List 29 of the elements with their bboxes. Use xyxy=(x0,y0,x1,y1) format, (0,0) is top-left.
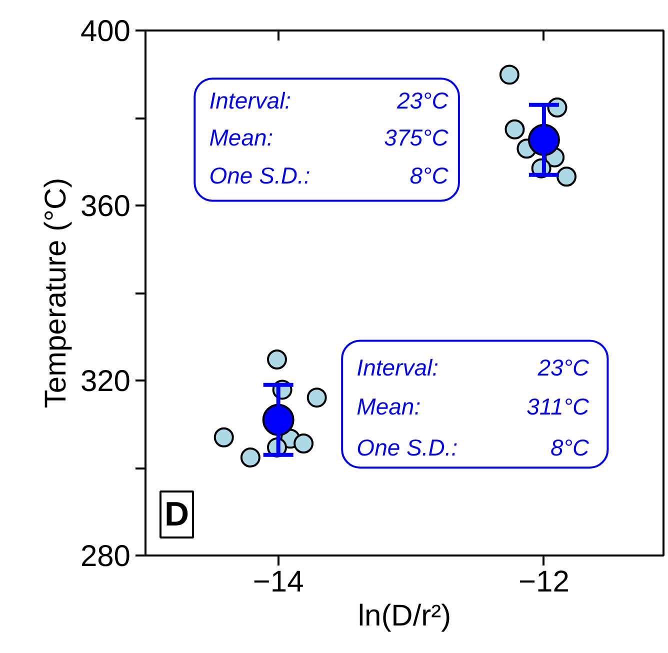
y-tick-label: 280 xyxy=(80,540,131,573)
annotation: One S.D.: xyxy=(209,162,310,188)
y-axis-title: Temperature (°C) xyxy=(39,178,72,408)
point xyxy=(499,64,520,85)
point xyxy=(294,434,314,454)
point xyxy=(240,448,260,468)
y-tick-label: 400 xyxy=(80,15,131,48)
annotation: 8°C xyxy=(410,162,449,188)
point xyxy=(504,119,525,140)
annotation: Interval: xyxy=(356,354,439,380)
annotation: D xyxy=(164,496,190,534)
point xyxy=(556,166,577,187)
annotation: 375°C xyxy=(384,124,449,151)
point xyxy=(306,388,327,408)
annotation: Interval: xyxy=(209,88,292,114)
y-tick-label: 320 xyxy=(80,365,131,398)
annotation: 23°C xyxy=(396,88,449,114)
point xyxy=(214,427,234,448)
annotation: Mean: xyxy=(209,124,274,151)
annotation: Mean: xyxy=(356,393,421,420)
annotation: 8°C xyxy=(550,434,590,460)
x-tick-label: −14 xyxy=(252,566,304,598)
annotation: 23°C xyxy=(536,354,590,380)
annotation: 311°C xyxy=(526,393,590,420)
y-tick-label: 360 xyxy=(80,190,131,223)
point xyxy=(266,350,287,370)
x-tick-label: −12 xyxy=(518,566,570,598)
x-axis-title: ln(D/r²) xyxy=(358,600,452,632)
annotation: One S.D.: xyxy=(356,434,458,460)
